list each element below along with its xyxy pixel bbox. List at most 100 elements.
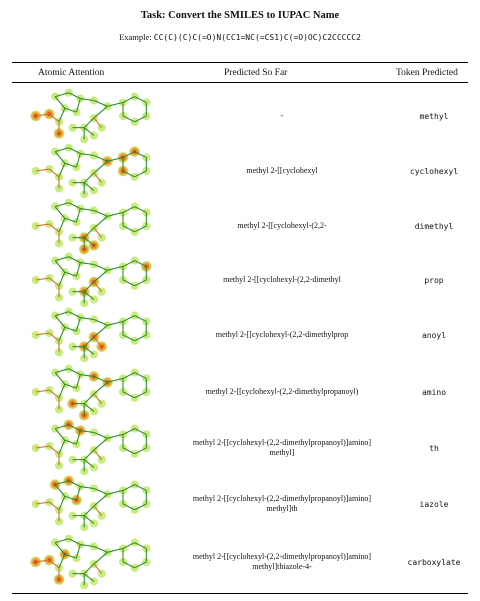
bond-line — [93, 215, 108, 229]
bond-line — [35, 277, 50, 281]
bond-line — [48, 389, 60, 399]
bond-line — [68, 202, 81, 210]
bond-line — [80, 374, 94, 378]
bond-line — [83, 459, 95, 468]
atom-attention-dot — [68, 455, 77, 464]
predicted-text: methyl 2-[[cyclohexyl-(2,2-dimethylpropa… — [192, 437, 372, 457]
bond-line — [58, 327, 66, 342]
bond-line — [134, 334, 147, 342]
bond-line — [54, 256, 69, 262]
bond-line — [83, 237, 95, 246]
bond-line — [35, 559, 50, 563]
molecule-attention-map — [31, 198, 151, 255]
bond-line — [93, 105, 108, 119]
bond-line — [93, 505, 103, 516]
atom-attention-dot — [89, 260, 98, 269]
bond-line — [80, 486, 94, 490]
bond-line — [75, 317, 81, 332]
bond-line — [48, 277, 60, 287]
bond-line — [80, 262, 94, 266]
atom-attention-dot — [80, 299, 89, 308]
atom-attention-dot — [63, 419, 75, 431]
bond-line — [122, 151, 135, 158]
bond-line — [58, 554, 66, 569]
atom-attention-dot — [142, 98, 151, 107]
bond-line — [68, 256, 81, 264]
bond-line — [93, 117, 103, 128]
bond-line — [83, 291, 95, 300]
predicted-so-far: methyl 2-[[cyclohexyl-(2,2-dimethylprop — [162, 305, 402, 365]
molecule-attention-map — [30, 534, 151, 590]
bond-line — [134, 206, 147, 213]
bond-line — [75, 153, 81, 168]
bond-line — [93, 381, 108, 395]
atom-attention-dot — [80, 581, 89, 590]
bond-line — [122, 225, 135, 233]
predicted-so-far: methyl 2-[[cyclohexyl-(2,2-dimethyl — [162, 250, 402, 310]
bond-line — [83, 403, 95, 412]
bond-line — [93, 493, 108, 507]
bond-line — [107, 265, 124, 271]
bond-line — [107, 547, 124, 553]
atom-attention-dot — [118, 374, 128, 383]
predicted-so-far: methyl 2-[[cyclohexyl — [162, 141, 402, 201]
predicted-text: methyl 2-[[cyclohexyl — [246, 165, 318, 175]
table-row: methyl 2-[[cyclohexyl-(2,2-dimethyl prop — [12, 250, 468, 310]
bond-line — [93, 263, 108, 271]
molecule-attention-map — [31, 252, 152, 308]
token-predicted: amino — [421, 387, 447, 397]
bond-line — [54, 368, 69, 374]
atom-attention-dot — [89, 315, 98, 324]
bond-line — [58, 496, 66, 511]
bond-line — [134, 315, 147, 322]
bond-line — [58, 440, 66, 455]
bond-line — [107, 433, 124, 439]
bond-line — [93, 431, 108, 439]
bond-line — [64, 217, 77, 223]
bond-line — [80, 208, 94, 212]
atom-attention-dot — [118, 262, 128, 271]
bond-line — [93, 269, 108, 283]
bond-line — [80, 98, 94, 102]
bond-line — [122, 542, 135, 549]
bond-line — [75, 430, 81, 445]
bond-line — [107, 489, 124, 495]
bond-line — [93, 551, 108, 565]
atom-attention-dot — [80, 354, 89, 363]
bond-line — [83, 336, 95, 348]
bond-line — [134, 428, 147, 435]
atom-attention-dot — [68, 569, 77, 578]
bond-line — [83, 182, 95, 191]
token-predicted: th — [429, 443, 439, 453]
bond-line — [93, 393, 103, 404]
bond-line — [58, 108, 66, 123]
top-rule — [12, 62, 468, 64]
table-row: methyl 2-[[cyclohexyl-(2,2- dimethyl — [12, 196, 468, 256]
atom-attention-dot — [54, 293, 64, 302]
atom-attention-dot — [142, 430, 151, 439]
bond-line — [64, 383, 77, 389]
header-rule — [12, 82, 468, 83]
predicted-text: methyl 2-[[cyclohexyl-(2,2-dimethylprop — [215, 329, 349, 339]
molecule-attention-map — [31, 419, 151, 476]
bond-line — [54, 542, 66, 555]
bond-line — [58, 218, 66, 233]
bond-line — [54, 147, 69, 153]
header-attention: Atomic Attention — [38, 68, 105, 78]
predicted-so-far: methyl 2-[[cyclohexyl-(2,2-dimethylpropa… — [162, 532, 402, 592]
atom-attention-dot — [54, 348, 64, 357]
table-row: methyl 2-[[cyclohexyl-(2,2-dimethylpropa… — [12, 418, 468, 478]
bond-line — [48, 332, 60, 342]
bond-line — [134, 391, 147, 399]
bond-line — [64, 271, 77, 277]
atom-attention-dot — [130, 563, 139, 572]
atom-attention-dot — [68, 511, 77, 520]
atom-attention-dot — [118, 317, 128, 326]
bond-line — [134, 279, 147, 287]
bond-line — [64, 439, 77, 445]
atom-attention-dot — [64, 534, 73, 543]
atom-attention-dot — [80, 135, 89, 144]
bond-line — [54, 92, 69, 98]
bond-line — [122, 206, 135, 213]
